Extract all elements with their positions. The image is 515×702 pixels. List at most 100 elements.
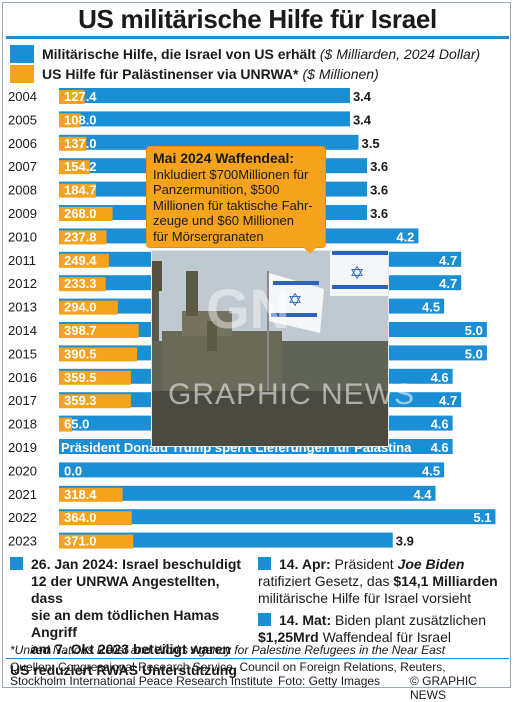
footer-rule — [6, 658, 509, 659]
note-text: sie an dem tödlichen Hamas Angriff — [31, 607, 220, 640]
israel-value-label: 4.5 — [422, 300, 440, 315]
israel-value-label: 3.4 — [353, 112, 372, 127]
unrwa-aid-bar — [59, 534, 134, 549]
unrwa-value-label: 154.2 — [64, 159, 97, 174]
unrwa-aid-bar — [59, 183, 96, 198]
sources: Quellen: Congressional Research Service,… — [10, 660, 446, 688]
legend-unrwa-label: US Hilfe für Palästinenser via UNRWA* — [42, 66, 299, 82]
israel-value-label: 5.0 — [465, 323, 483, 338]
photo-soldiers-tank: ✡ ✡ — [151, 250, 389, 447]
israel-value-label: 3.6 — [370, 159, 388, 174]
note-text: Präsident — [334, 556, 394, 572]
photo-watermark: GRAPHIC NEWS — [168, 378, 416, 411]
unrwa-aid-bar — [59, 417, 72, 432]
israel-value-label: 4.6 — [431, 370, 449, 385]
unrwa-value-label: 364.0 — [64, 510, 97, 525]
unrwa-value-label: 108.0 — [64, 112, 97, 127]
unrwa-value-label: 294.0 — [64, 300, 97, 315]
unrwa-value-label: 233.3 — [64, 276, 97, 291]
israel-value-label: 3.4 — [353, 89, 372, 104]
legend-swatch-unrwa — [10, 65, 34, 83]
note-text: Biden plant zusätzlichen — [335, 612, 487, 628]
callout-line: Millionen für taktische Fahr- — [153, 197, 313, 213]
year-label: 2023 — [8, 534, 37, 549]
note-date: 26. Jan 2024: — [31, 556, 119, 572]
unrwa-aid-bar — [59, 487, 123, 502]
year-label: 2013 — [8, 300, 37, 315]
israel-aid-bar — [59, 509, 496, 525]
callout-title: Mai 2024 Waffendeal: — [153, 150, 295, 166]
note-text: US reduziert RWAS Unterstützung — [10, 662, 237, 678]
callout-line: zeuge und $60 Millionen — [153, 213, 294, 228]
year-label: 2010 — [8, 229, 37, 244]
israel-value-label: 3.5 — [362, 136, 380, 151]
unrwa-aid-bar — [59, 230, 107, 245]
graphic-frame — [2, 2, 511, 688]
bullet-square — [258, 613, 271, 626]
year-label: 2011 — [8, 253, 36, 268]
israel-aid-bar — [59, 485, 436, 501]
unrwa-value-label: 237.8 — [64, 229, 97, 244]
unrwa-value-label: 0.0 — [64, 463, 82, 478]
bullet-square — [10, 557, 23, 570]
unrwa-value-label: 318.4 — [64, 487, 97, 502]
unrwa-value-label: 390.5 — [64, 346, 97, 361]
unrwa-value-label: 371.0 — [64, 534, 97, 549]
unrwa-value-label: 268.0 — [64, 206, 97, 221]
sources-line: Stockholm International Peace Research I… — [10, 673, 273, 688]
note-amount: $14,1 Milliarden — [393, 573, 498, 589]
israel-value-label: 5.1 — [473, 510, 491, 525]
israel-aid-bar — [59, 532, 393, 548]
copyright: © GRAPHIC NEWS — [410, 674, 477, 702]
year-label: 2016 — [8, 370, 37, 385]
photo-illustration: ✡ ✡ — [152, 251, 388, 446]
svg-text:✡: ✡ — [349, 263, 364, 283]
unrwa-aid-bar — [59, 90, 85, 104]
unrwa-aid-bar — [59, 253, 109, 268]
unrwa-aid-bar — [59, 394, 131, 409]
svg-text:✡: ✡ — [287, 290, 302, 310]
note-text: Waffendeal für Israel — [322, 629, 451, 645]
unrwa-value-label: 137.0 — [64, 136, 97, 151]
unrwa-aid-bar — [59, 113, 81, 128]
israel-aid-bar — [59, 111, 350, 127]
unrwa-value-label: 65.0 — [64, 417, 89, 432]
unrwa-aid-bar — [59, 370, 131, 385]
note-name: Joe Biden — [397, 556, 465, 572]
callout-line: Panzermunition, $500 — [153, 182, 280, 197]
year-label: 2005 — [8, 112, 37, 127]
note-unrwa-accusation: 26. Jan 2024: Israel beschuldigt 12 der … — [10, 556, 250, 679]
note-date: 14. Apr: — [279, 556, 331, 572]
unrwa-aid-bar — [59, 324, 139, 338]
year-label: 2020 — [8, 463, 37, 478]
unrwa-value-label: 359.5 — [64, 370, 97, 385]
year-label: 2017 — [8, 393, 37, 408]
bullet-square — [258, 557, 271, 570]
israel-aid-bar — [59, 462, 445, 478]
israel-value-label: 3.6 — [370, 206, 388, 221]
year-label: 2009 — [8, 206, 37, 221]
legend-unrwa-unit: ($ Millionen) — [302, 66, 379, 82]
israel-value-label: 4.2 — [396, 229, 414, 244]
israel-value-label: 4.7 — [439, 393, 457, 408]
israel-value-label: 4.6 — [431, 417, 449, 432]
legend-israel-unit: ($ Milliarden, 2024 Dollar) — [319, 46, 481, 62]
year-label: 2008 — [8, 183, 37, 198]
note-text: Israel beschuldigt — [122, 556, 242, 572]
year-label: 2014 — [8, 323, 37, 338]
note-text: ratifiziert Gesetz, das — [258, 573, 390, 589]
callout-line: Inkludiert $700Millionen für — [153, 166, 309, 182]
year-label: 2007 — [8, 159, 37, 174]
legend-israel: Militärische Hilfe, die Israel von US er… — [10, 44, 480, 64]
year-label: 2022 — [8, 510, 37, 525]
year-label: 2004 — [8, 89, 37, 104]
israel-value-label: 4.4 — [413, 487, 432, 502]
callout-line: für Mörsergranaten — [153, 228, 264, 244]
legend-unrwa: US Hilfe für Palästinenser via UNRWA* ($… — [10, 64, 379, 84]
unrwa-aid-bar — [59, 277, 106, 292]
unrwa-value-label: 249.4 — [64, 253, 97, 268]
unrwa-aid-bar — [59, 136, 87, 151]
year-label: 2019 — [8, 440, 37, 455]
year-label: 2018 — [8, 417, 37, 432]
note-biden-bill: 14. Apr: Präsident Joe Biden ratifiziert… — [258, 556, 508, 646]
